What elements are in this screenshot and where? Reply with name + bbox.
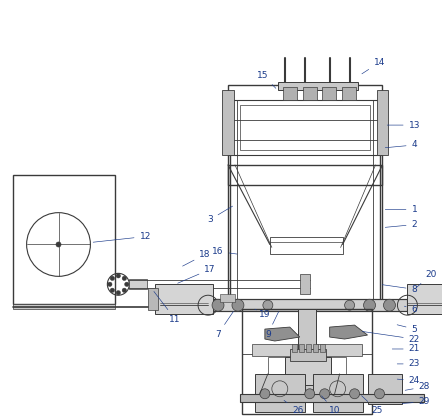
Bar — [242, 309, 372, 414]
Text: 14: 14 — [362, 58, 385, 74]
Circle shape — [364, 299, 376, 311]
Circle shape — [263, 300, 273, 310]
Text: 12: 12 — [93, 232, 151, 242]
Circle shape — [110, 276, 115, 281]
Circle shape — [110, 288, 115, 292]
Polygon shape — [265, 327, 300, 341]
Circle shape — [212, 299, 224, 311]
Circle shape — [116, 291, 120, 295]
Text: 29: 29 — [402, 397, 430, 406]
Text: 21: 21 — [392, 344, 420, 354]
Bar — [240, 394, 424, 402]
Bar — [295, 349, 319, 364]
Text: 20: 20 — [416, 270, 437, 287]
Text: 2: 2 — [385, 220, 417, 229]
Circle shape — [350, 389, 360, 399]
Bar — [228, 85, 382, 185]
Circle shape — [345, 300, 354, 310]
Text: 3: 3 — [207, 206, 233, 224]
Polygon shape — [330, 325, 368, 339]
Bar — [298, 309, 316, 394]
Bar — [13, 304, 115, 309]
Bar — [283, 87, 297, 100]
Bar — [300, 274, 310, 294]
Bar — [322, 87, 336, 100]
Circle shape — [374, 389, 385, 399]
Text: 18: 18 — [183, 250, 211, 266]
Circle shape — [108, 282, 112, 286]
Circle shape — [305, 389, 315, 399]
Bar — [13, 175, 115, 304]
Bar — [228, 165, 382, 304]
Text: 7: 7 — [215, 311, 233, 339]
Text: 15: 15 — [257, 71, 276, 88]
Bar — [222, 90, 234, 155]
Bar — [240, 105, 369, 150]
Bar — [299, 344, 304, 352]
Bar — [342, 87, 356, 100]
Text: 22: 22 — [362, 332, 420, 344]
Bar — [208, 299, 408, 311]
Circle shape — [56, 242, 61, 247]
Circle shape — [384, 299, 396, 311]
Text: 24: 24 — [397, 376, 420, 385]
Bar — [320, 344, 325, 352]
Bar — [270, 236, 342, 254]
Circle shape — [122, 276, 127, 281]
Text: 26: 26 — [284, 400, 303, 415]
Text: 1: 1 — [385, 205, 417, 214]
Circle shape — [122, 288, 127, 292]
Bar — [285, 357, 330, 385]
Text: 23: 23 — [397, 359, 420, 368]
Text: 13: 13 — [387, 121, 420, 130]
Bar — [255, 374, 305, 412]
Circle shape — [232, 299, 244, 311]
Text: 4: 4 — [385, 141, 417, 149]
Bar — [408, 284, 443, 314]
Text: 28: 28 — [405, 382, 430, 391]
Bar — [313, 374, 362, 412]
Text: 19: 19 — [255, 309, 271, 319]
Text: 5: 5 — [397, 324, 417, 334]
Bar — [306, 344, 311, 352]
Bar — [290, 349, 326, 361]
Bar — [129, 279, 147, 289]
Text: 6: 6 — [404, 305, 417, 314]
Bar — [368, 374, 402, 404]
Bar — [268, 357, 346, 399]
Bar — [252, 344, 361, 356]
Text: 16: 16 — [212, 247, 237, 256]
Text: 11: 11 — [154, 291, 181, 324]
Text: 9: 9 — [265, 311, 279, 339]
Circle shape — [116, 274, 120, 278]
Bar — [278, 82, 358, 90]
Bar — [148, 288, 158, 310]
Bar — [292, 344, 297, 352]
Bar — [313, 344, 318, 352]
Text: 25: 25 — [361, 396, 383, 415]
Text: 8: 8 — [382, 285, 417, 294]
Bar — [303, 87, 317, 100]
Circle shape — [320, 389, 330, 399]
Circle shape — [260, 389, 270, 399]
Circle shape — [124, 282, 129, 286]
Bar — [155, 284, 213, 314]
Text: 10: 10 — [322, 396, 340, 415]
Text: 17: 17 — [178, 265, 216, 283]
Bar — [377, 90, 389, 155]
Bar — [220, 294, 235, 302]
